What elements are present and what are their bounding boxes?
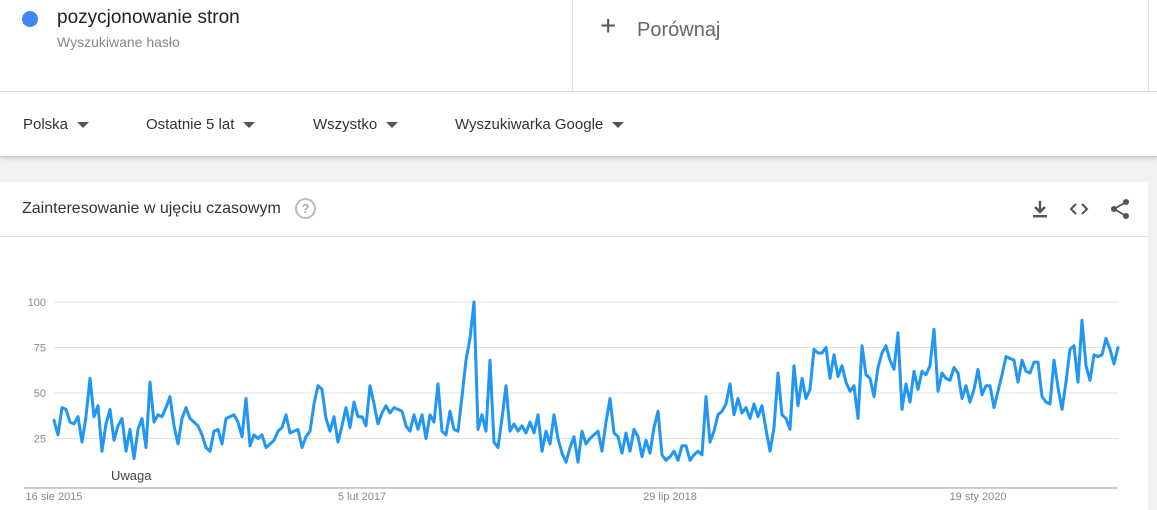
y-tick-label: 25 [34, 434, 46, 446]
share-icon[interactable] [1108, 197, 1132, 221]
compare-button[interactable]: + Porównaj [574, 0, 1149, 92]
y-tick-label: 75 [34, 343, 46, 355]
filter-bar: Polska Ostatnie 5 lat Wszystko Wyszukiwa… [0, 92, 1157, 157]
note-label[interactable]: Uwaga [111, 468, 152, 483]
plus-icon: + [600, 10, 617, 41]
interest-over-time-card: Zainteresowanie w ujęciu czasowym ? 25 50… [0, 182, 1148, 510]
search-type-filter-label: Wyszukiwarka Google [455, 116, 604, 133]
search-term-card[interactable]: pozycjonowanie stron Wyszukiwane hasło [0, 0, 573, 92]
category-filter[interactable]: Wszystko [313, 92, 399, 157]
card-header: Zainteresowanie w ujęciu czasowym ? [0, 182, 1148, 237]
time-range-filter[interactable]: Ostatnie 5 lat [146, 92, 256, 157]
download-icon[interactable] [1028, 197, 1052, 221]
search-term-subtitle: Wyszukiwane hasło [57, 34, 180, 50]
compare-label: Porównaj [637, 19, 721, 41]
caret-down-icon [77, 121, 90, 128]
embed-code-icon[interactable] [1067, 197, 1091, 221]
category-filter-label: Wszystko [313, 116, 378, 133]
series-color-dot [22, 11, 38, 27]
caret-down-icon [612, 121, 625, 128]
card-title: Zainteresowanie w ujęciu czasowym [22, 200, 281, 217]
x-tick-label: 29 lip 2018 [643, 491, 697, 503]
x-tick-label: 19 sty 2020 [950, 491, 1007, 503]
region-filter[interactable]: Polska [23, 92, 90, 157]
y-tick-label: 100 [28, 297, 46, 309]
trend-chart: 25 50 75 100 16 sie 2015 5 lut 2017 29 lip 201… [24, 297, 1120, 503]
region-filter-label: Polska [23, 116, 69, 133]
search-term-bar: pozycjonowanie stron Wyszukiwane hasło +… [0, 0, 1157, 92]
question-icon[interactable]: ? [295, 198, 316, 219]
search-type-filter[interactable]: Wyszukiwarka Google [455, 92, 625, 157]
y-tick-label: 50 [34, 388, 46, 400]
search-term-name[interactable]: pozycjonowanie stron [57, 7, 240, 28]
x-tick-label: 16 sie 2015 [26, 491, 83, 503]
x-tick-label: 5 lut 2017 [338, 491, 386, 503]
caret-down-icon [386, 121, 399, 128]
series-line [52, 300, 1120, 464]
caret-down-icon [243, 121, 256, 128]
time-range-filter-label: Ostatnie 5 lat [146, 116, 235, 133]
